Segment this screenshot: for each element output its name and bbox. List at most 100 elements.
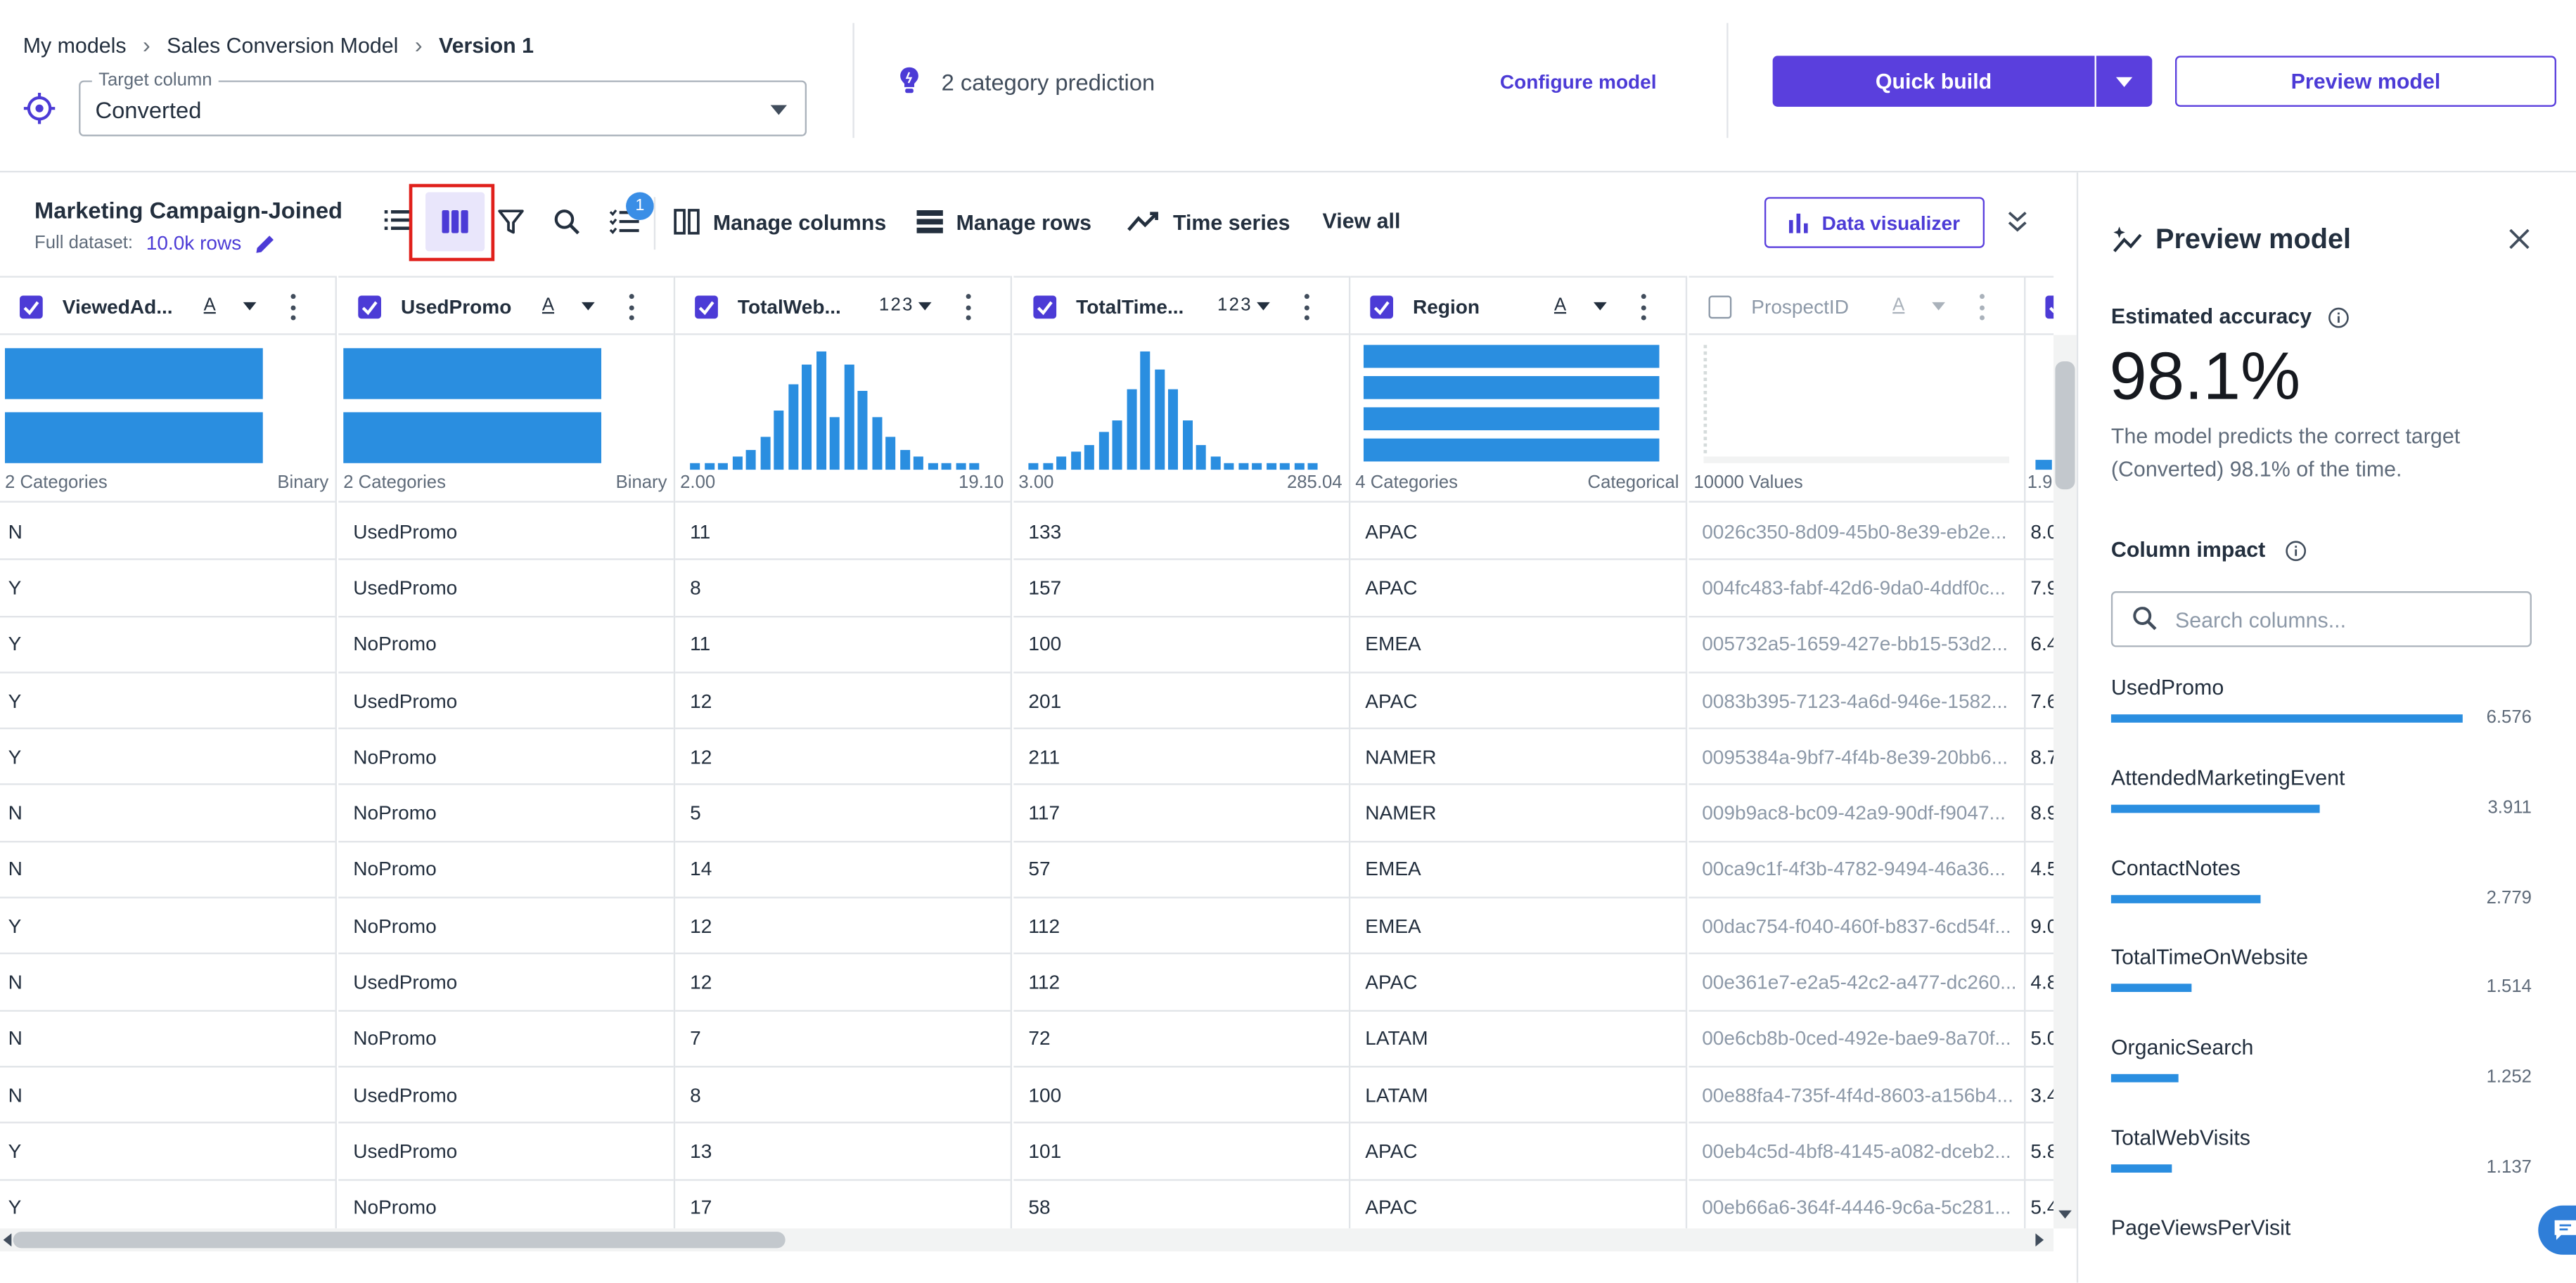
histogram-bar <box>969 463 980 470</box>
trend-icon <box>1127 209 1160 235</box>
manage-columns-button[interactable]: Manage columns <box>674 209 886 235</box>
scroll-right-icon[interactable] <box>2035 1233 2044 1247</box>
quick-build-button[interactable]: Quick build <box>1772 56 2095 107</box>
column-header[interactable]: ProspectID A <box>1689 276 2025 335</box>
histogram-bar <box>1098 432 1109 470</box>
column-checkbox[interactable] <box>1370 295 1394 319</box>
column-summary[interactable]: 1.9 <box>2025 335 2054 503</box>
breadcrumb-model[interactable]: Sales Conversion Model <box>167 32 399 57</box>
column-menu-icon[interactable] <box>289 294 295 321</box>
column-checkbox[interactable] <box>1033 295 1057 319</box>
column-type-dropdown-icon[interactable] <box>243 302 257 311</box>
column-menu-icon[interactable] <box>627 294 634 321</box>
table-cell: APAC <box>1350 673 1686 730</box>
chevron-double-down-icon[interactable] <box>2008 210 2027 233</box>
column-checkbox[interactable] <box>695 295 718 319</box>
column-title: ProspectID <box>1751 295 1849 319</box>
list-view-icon[interactable] <box>384 209 411 232</box>
column-summary[interactable]: 2.00 19.10 <box>675 335 1011 503</box>
table-cell: 100 <box>1013 617 1349 673</box>
column-checkbox[interactable] <box>2045 295 2054 319</box>
table-cell: 12 <box>675 955 1011 1012</box>
column-header[interactable]: ViewedAd... A <box>0 276 335 335</box>
column-menu-icon[interactable] <box>1303 294 1309 321</box>
grid-view-toggle[interactable] <box>425 192 485 252</box>
column-summary[interactable]: 2 Categories Binary <box>0 335 335 503</box>
table-cell: 7 <box>675 1011 1011 1068</box>
column-type-dropdown-icon[interactable] <box>1257 302 1270 311</box>
category-bar <box>343 412 602 463</box>
filter-icon[interactable] <box>498 209 524 235</box>
breadcrumb-my-models[interactable]: My models <box>23 32 127 57</box>
dataset-rows-link[interactable]: 10.0k rows <box>146 231 242 255</box>
column-checkbox[interactable] <box>358 295 381 319</box>
table-cell: 101 <box>1013 1124 1349 1180</box>
column-header[interactable]: Region A <box>1350 276 1686 335</box>
column-checkbox[interactable] <box>1708 295 1732 319</box>
histogram-bar <box>1042 463 1053 470</box>
summary-right-label: 19.10 <box>959 472 1004 493</box>
time-series-button[interactable]: Time series <box>1127 209 1290 235</box>
histogram-bar <box>1210 457 1220 470</box>
column-summary[interactable]: 4 Categories Categorical <box>1350 335 1686 503</box>
target-column-value: Converted <box>95 96 202 124</box>
manage-rows-label: Manage rows <box>956 209 1092 234</box>
search-columns-input[interactable] <box>2110 591 2532 647</box>
table-cell: UsedPromo <box>338 1124 674 1180</box>
horizontal-scroll-thumb[interactable] <box>13 1232 786 1249</box>
scroll-left-icon[interactable] <box>3 1233 12 1247</box>
column-header[interactable]: TotalWeb... 123 <box>675 276 1011 335</box>
preview-model-button[interactable]: Preview model <box>2174 56 2556 107</box>
vertical-scroll-thumb[interactable] <box>2055 361 2075 490</box>
table-cell: Y <box>0 730 335 786</box>
data-visualizer-button[interactable]: Data visualizer <box>1764 197 1985 248</box>
dataset-size: Full dataset: 10.0k rows <box>34 231 276 254</box>
info-icon[interactable] <box>2286 541 2307 562</box>
table-cell: 72 <box>1013 1011 1349 1068</box>
table-cell: Y <box>0 1180 335 1229</box>
column-menu-icon[interactable] <box>1639 294 1646 321</box>
quick-build-dropdown-button[interactable] <box>2096 56 2153 107</box>
chat-button[interactable] <box>2538 1205 2576 1255</box>
column-header[interactable] <box>2025 276 2054 335</box>
table-cell: 201 <box>1013 673 1349 730</box>
manage-rows-button[interactable]: Manage rows <box>916 209 1092 235</box>
column-summary[interactable]: 3.00 285.04 <box>1013 335 1349 503</box>
column-type-dropdown-icon[interactable] <box>581 302 595 311</box>
caret-down-icon <box>770 105 787 115</box>
pencil-icon[interactable] <box>255 233 276 254</box>
summary-left-label: 2.00 <box>680 472 716 493</box>
table-cell: N <box>0 1011 335 1068</box>
info-icon[interactable] <box>2328 307 2349 328</box>
configure-model-button[interactable]: Configure model <box>1499 70 1657 94</box>
highlight-box <box>409 183 495 262</box>
column-summary[interactable]: 2 Categories Binary <box>338 335 674 503</box>
column-type-dropdown-icon[interactable] <box>1932 302 1945 311</box>
column-0: ViewedAd... A 2 Categories Binary N Y Y Y Y N N Y N N… <box>0 276 337 1229</box>
histogram-bar <box>1238 463 1248 470</box>
histogram-bar <box>1167 389 1179 470</box>
prediction-type: 2 category prediction <box>941 69 1155 96</box>
table-cell: 009b9ac8-bc09-42a9-90df-f9047... <box>1689 786 2025 842</box>
column-type-dropdown-icon[interactable] <box>918 302 932 311</box>
column-summary[interactable]: 10000 Values <box>1689 335 2025 503</box>
histogram-bar <box>1279 463 1290 470</box>
search-icon[interactable] <box>553 209 579 235</box>
column-header[interactable]: UsedPromo A <box>338 276 674 335</box>
target-column-select[interactable] <box>79 80 807 136</box>
table-cell: EMEA <box>1350 898 1686 955</box>
column-menu-icon[interactable] <box>964 294 970 321</box>
table-cell: Y <box>0 898 335 955</box>
close-icon[interactable] <box>2508 228 2530 250</box>
impact-value: 6.576 <box>2486 707 2532 728</box>
caret-down-icon <box>2115 76 2133 86</box>
column-checkbox[interactable] <box>20 295 43 319</box>
column-type-dropdown-icon[interactable] <box>1594 302 1607 311</box>
chevron-right-icon: › <box>142 31 150 58</box>
scroll-down-icon[interactable] <box>2058 1210 2072 1219</box>
table-cell: APAC <box>1350 955 1686 1012</box>
view-all-button[interactable]: View all <box>1322 208 1401 233</box>
table-cell: 211 <box>1013 730 1349 786</box>
column-menu-icon[interactable] <box>1978 294 1985 321</box>
column-header[interactable]: TotalTime... 123 <box>1013 276 1349 335</box>
